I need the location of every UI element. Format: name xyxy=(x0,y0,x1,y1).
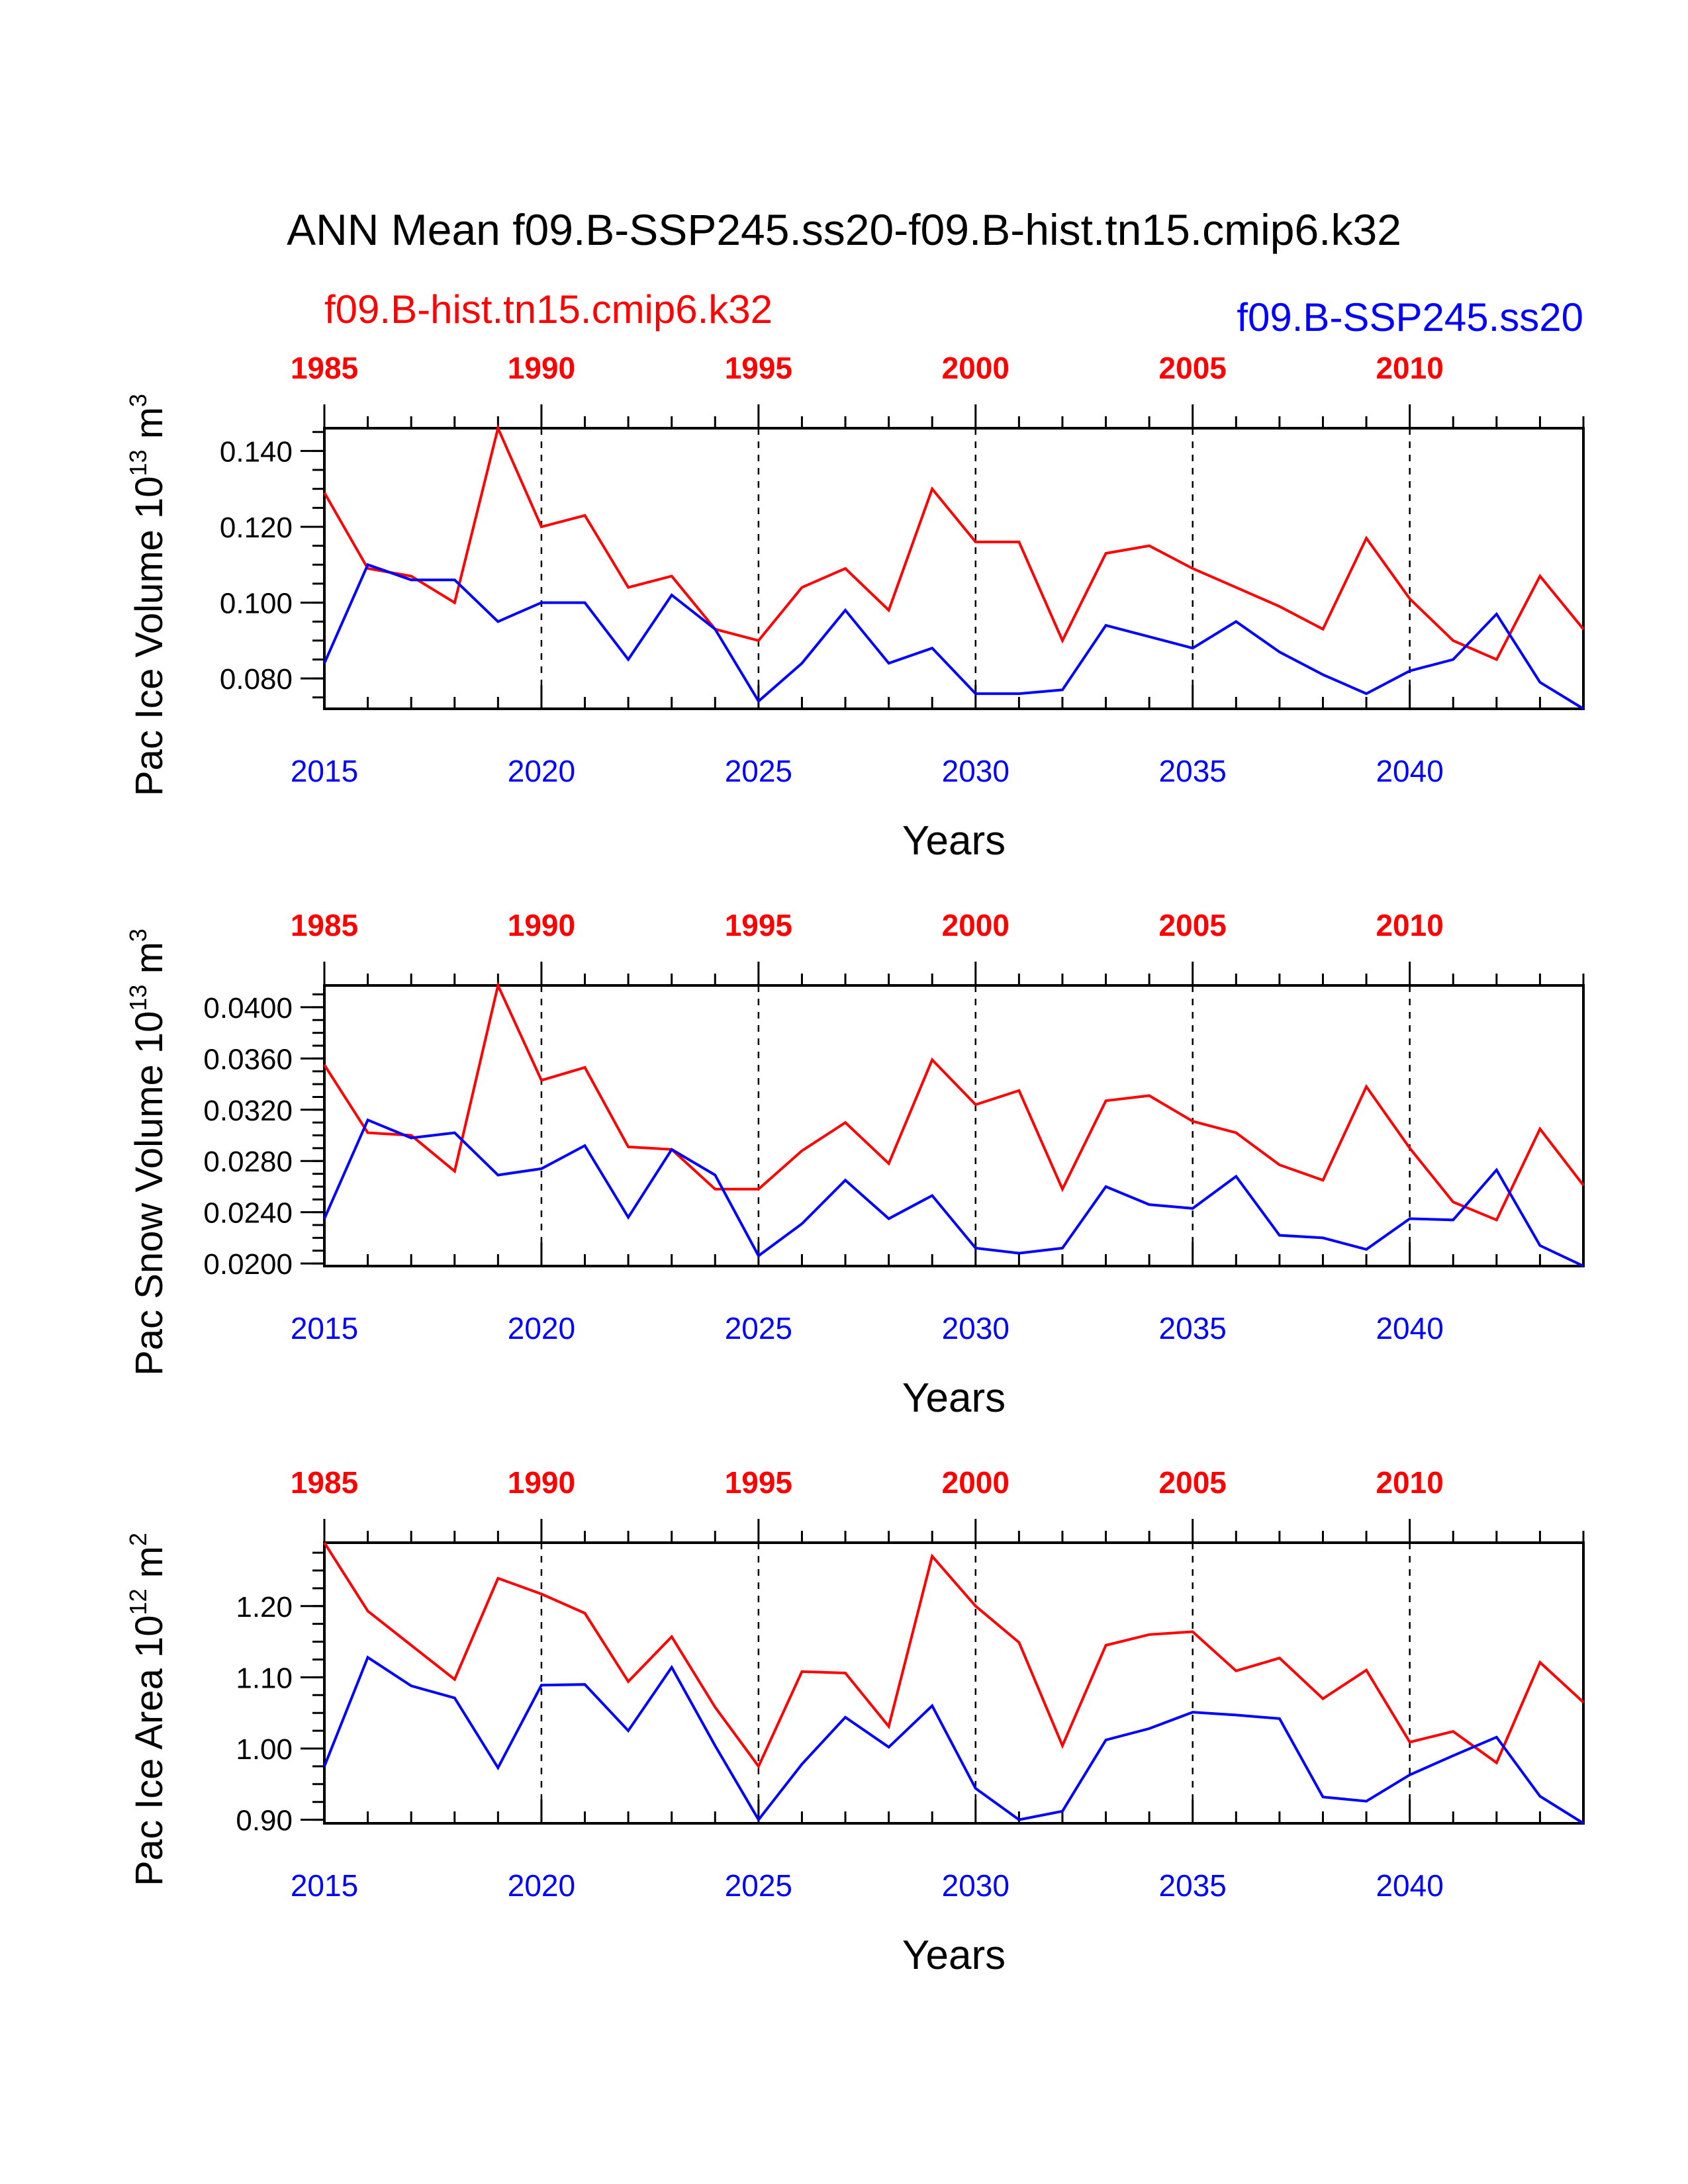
chart-panel-3: 1985 1990 1995 2000 2005 2010 2015 2020 2025 2030… xyxy=(124,1465,1585,1978)
y-tick-label: 0.100 xyxy=(220,588,293,620)
main-title: ANN Mean f09.B-SSP245.ss20-f09.B-hist.tn… xyxy=(287,205,1401,254)
bottom-tick-label: 2025 xyxy=(725,1868,792,1903)
top-tick-label: 2000 xyxy=(942,351,1009,385)
top-tick-label: 2005 xyxy=(1159,351,1227,385)
bottom-tick-label: 2035 xyxy=(1159,1311,1227,1345)
plot-frame xyxy=(323,1541,1585,1825)
y-axis-label: Pac Ice Volume 1013 m3 xyxy=(124,394,171,796)
bottom-tick-label: 2015 xyxy=(291,1868,358,1903)
y-tick-label: 0.0200 xyxy=(203,1248,293,1281)
series-line-hist xyxy=(323,981,1585,1222)
top-tick-label: 2010 xyxy=(1376,351,1443,385)
series-line-ssp xyxy=(323,1655,1585,1825)
y-tick-label: 0.120 xyxy=(220,512,293,544)
chart-panel-2: 1985 1990 1995 2000 2005 2010 2015 2020 2025 2030… xyxy=(124,908,1585,1421)
top-tick-label: 2000 xyxy=(942,1465,1009,1500)
y-tick-label: 0.140 xyxy=(220,435,293,468)
top-tick-label: 1990 xyxy=(508,351,575,385)
y-tick-label: 0.0240 xyxy=(203,1197,293,1230)
case-label-ssp: f09.B-SSP245.ss20 xyxy=(1237,295,1583,340)
plot-frame xyxy=(323,427,1585,710)
top-tick-label: 1990 xyxy=(508,908,575,942)
case-label-hist: f09.B-hist.tn15.cmip6.k32 xyxy=(324,287,773,332)
bottom-tick-label: 2030 xyxy=(942,1868,1009,1903)
series-line-hist xyxy=(323,424,1585,662)
y-tick-label: 0.90 xyxy=(236,1805,293,1837)
x-axis-label: Years xyxy=(902,1375,1006,1421)
x-axis-label: Years xyxy=(902,818,1006,864)
bottom-tick-label: 2035 xyxy=(1159,754,1227,788)
y-tick-label: 0.0280 xyxy=(203,1146,293,1178)
series-line-hist xyxy=(323,1541,1585,1769)
y-axis-label: Pac Snow Volume 1013 m3 xyxy=(124,929,171,1376)
bottom-tick-label: 2025 xyxy=(725,754,792,788)
bottom-tick-label: 2020 xyxy=(508,1311,575,1345)
y-axis-label: Pac Ice Area 1012 m2 xyxy=(124,1533,171,1886)
top-tick-label: 1995 xyxy=(725,1465,792,1500)
bottom-tick-label: 2015 xyxy=(291,754,358,788)
top-tick-label: 2005 xyxy=(1159,908,1227,942)
bottom-tick-label: 2030 xyxy=(942,754,1009,788)
top-tick-label: 1985 xyxy=(291,908,358,942)
series-line-ssp xyxy=(323,563,1585,710)
y-tick-label: 1.20 xyxy=(236,1591,293,1623)
panels: 1985 1990 1995 2000 2005 2010 2015 2020 2025 2030… xyxy=(124,351,1585,1978)
y-tick-label: 1.10 xyxy=(236,1662,293,1694)
bottom-tick-label: 2040 xyxy=(1376,1311,1443,1345)
x-axis-label: Years xyxy=(902,1933,1006,1978)
top-tick-label: 2010 xyxy=(1376,1465,1443,1500)
bottom-tick-label: 2040 xyxy=(1376,1868,1443,1903)
top-tick-label: 2010 xyxy=(1376,908,1443,942)
bottom-tick-label: 2035 xyxy=(1159,1868,1227,1903)
bottom-tick-label: 2020 xyxy=(508,1868,575,1903)
bottom-tick-label: 2020 xyxy=(508,754,575,788)
y-tick-label: 0.0400 xyxy=(203,992,293,1024)
bottom-tick-label: 2040 xyxy=(1376,754,1443,788)
plot-frame xyxy=(323,984,1585,1267)
series-line-ssp xyxy=(323,1118,1584,1267)
y-tick-label: 0.0360 xyxy=(203,1043,293,1075)
top-tick-label: 1995 xyxy=(725,908,792,942)
chart-panel-1: 1985 1990 1995 2000 2005 2010 2015 2020 2025 2030… xyxy=(124,351,1585,864)
bottom-tick-label: 2025 xyxy=(725,1311,792,1345)
bottom-tick-label: 2015 xyxy=(291,1311,358,1345)
top-tick-label: 1990 xyxy=(508,1465,575,1500)
y-tick-label: 0.080 xyxy=(220,663,293,696)
top-tick-label: 2000 xyxy=(942,908,1009,942)
top-tick-label: 2005 xyxy=(1159,1465,1227,1500)
top-tick-label: 1985 xyxy=(291,1465,358,1500)
top-tick-label: 1995 xyxy=(725,351,792,385)
y-tick-label: 0.0320 xyxy=(203,1095,293,1127)
top-tick-label: 1985 xyxy=(291,351,358,385)
y-tick-label: 1.00 xyxy=(236,1733,293,1766)
bottom-tick-label: 2030 xyxy=(942,1311,1009,1345)
